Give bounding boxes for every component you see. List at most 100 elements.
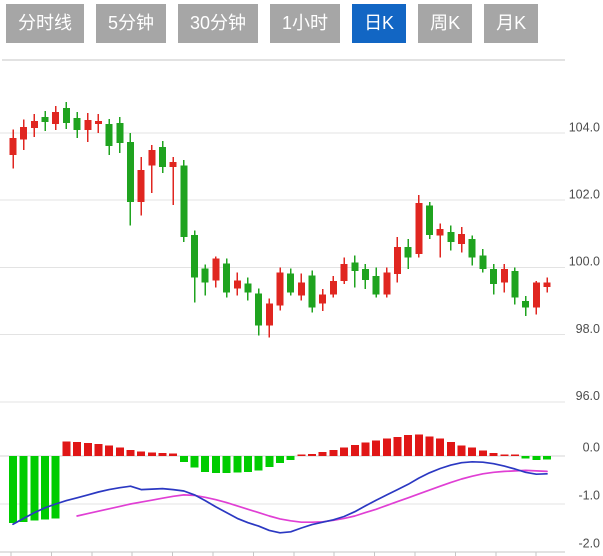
macd-histogram-bar	[543, 456, 551, 460]
macd-histogram-bar	[147, 452, 156, 456]
macd-histogram-bar	[233, 456, 242, 473]
price-axis-label: 100.0	[569, 255, 600, 269]
candle-body	[532, 282, 540, 308]
candle-body	[479, 255, 487, 270]
macd-histogram-bar	[521, 456, 530, 459]
candle-body	[276, 272, 284, 306]
macd-histogram-bar	[190, 456, 199, 468]
macd-histogram-bar	[318, 452, 327, 456]
candle-body	[73, 117, 81, 130]
macd-histogram-bar	[179, 456, 188, 462]
macd-histogram-bar	[105, 445, 114, 456]
macd-histogram-bar	[382, 438, 391, 456]
candle-body	[543, 282, 551, 287]
macd-histogram-bar	[126, 450, 135, 456]
dif-line	[12, 460, 548, 534]
candle-body	[223, 263, 231, 293]
candle-body	[244, 283, 252, 293]
macd-histogram-bar	[340, 447, 349, 456]
candle-body	[233, 280, 241, 289]
macd-histogram-bar	[350, 444, 359, 456]
macd-histogram-bar	[254, 456, 263, 471]
candle-body	[447, 232, 455, 243]
candle-body	[52, 111, 60, 124]
macd-histogram-bar	[51, 456, 60, 519]
macd-axis-label: 0.0	[583, 440, 600, 454]
macd-histogram-bar	[41, 456, 50, 520]
macd-histogram-bar	[468, 447, 477, 456]
timeframe-tabs: 分时线 5分钟 30分钟 1小时 日K 周K 月K	[6, 4, 539, 43]
macd-histogram-bar	[94, 444, 103, 456]
candle-body	[20, 126, 28, 140]
candle-body	[319, 294, 327, 304]
macd-histogram-bar	[510, 454, 519, 456]
macd-histogram-bar	[276, 456, 284, 464]
candle-body	[458, 233, 466, 244]
candle-body	[84, 119, 92, 130]
macd-histogram-bar	[83, 443, 92, 456]
candle-body	[287, 273, 295, 293]
macd-histogram-bar	[414, 434, 423, 456]
candle-body	[436, 228, 444, 236]
macd-histogram-bar	[372, 440, 381, 456]
candle-body	[9, 138, 17, 155]
candle-body	[62, 107, 70, 123]
candle-body	[468, 238, 476, 258]
price-axis-label: 102.0	[569, 187, 600, 201]
tab-30min[interactable]: 30分钟	[178, 4, 259, 43]
price-axis-label: 98.0	[576, 322, 600, 336]
macd-histogram-bar	[286, 456, 295, 460]
candle-body	[94, 120, 102, 124]
candle-body	[297, 282, 305, 296]
candle-body	[169, 162, 177, 167]
macd-histogram-bar	[297, 454, 306, 456]
macd-histogram-bar	[115, 447, 124, 456]
candle-body	[126, 142, 134, 203]
tab-5min[interactable]: 5分钟	[96, 4, 167, 43]
candle-body	[212, 258, 220, 281]
candle-body	[522, 301, 530, 308]
candle-body	[30, 120, 38, 128]
tab-1hour[interactable]: 1小时	[270, 4, 341, 43]
candle-body	[159, 147, 167, 167]
macd-axis-label: -1.0	[578, 488, 600, 502]
tab-daily-active[interactable]: 日K	[352, 4, 407, 43]
macd-histogram-bar	[532, 456, 541, 460]
candle-body	[426, 205, 434, 236]
macd-histogram-bar	[308, 454, 317, 456]
macd-histogram-bar	[222, 456, 231, 473]
macd-histogram-bar	[9, 456, 17, 524]
macd-histogram-bar	[361, 442, 370, 456]
candle-body	[105, 123, 113, 147]
macd-histogram-bar	[265, 456, 274, 468]
macd-histogram-bar	[489, 453, 498, 456]
candle-body	[383, 272, 391, 295]
candle-body	[41, 116, 49, 122]
candle-body	[351, 262, 359, 271]
macd-histogram-bar	[243, 456, 252, 472]
tab-weekly[interactable]: 周K	[418, 4, 473, 43]
macd-histogram-bar	[30, 456, 39, 521]
macd-histogram-bar	[169, 453, 178, 456]
candle-body	[308, 275, 316, 308]
tab-timeline[interactable]: 分时线	[6, 4, 84, 43]
candle-body	[191, 235, 199, 278]
tab-monthly[interactable]: 月K	[484, 4, 539, 43]
macd-histogram-bar	[73, 442, 82, 456]
macd-histogram-bar	[404, 434, 413, 456]
candle-body	[340, 264, 348, 281]
macd-histogram-bar	[137, 451, 146, 456]
macd-histogram-bar	[436, 438, 445, 456]
macd-axis-label: -2.0	[578, 536, 600, 550]
price-axis-label: 96.0	[576, 389, 600, 403]
candle-body	[255, 293, 263, 326]
candle-body	[201, 268, 209, 283]
candle-body	[490, 269, 498, 285]
candle-body	[500, 269, 508, 283]
candle-body	[393, 247, 401, 275]
macd-histogram-bar	[478, 450, 487, 456]
candle-body	[180, 165, 188, 238]
macd-histogram-bar	[201, 456, 210, 472]
macd-histogram-bar	[62, 441, 71, 456]
